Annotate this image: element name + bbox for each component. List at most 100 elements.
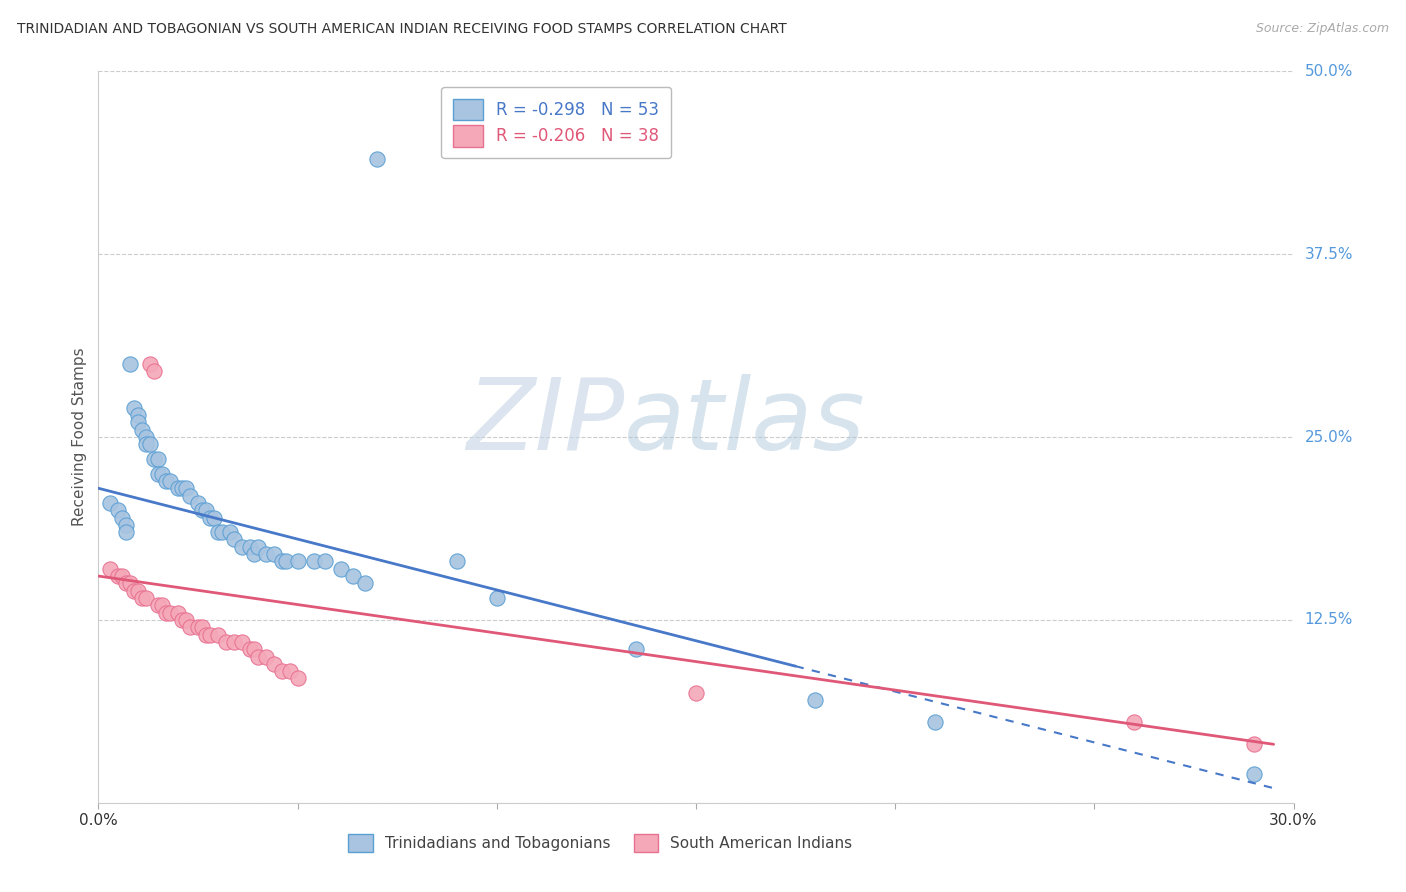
Point	[254, 547, 277, 561]
Point	[120, 576, 142, 591]
Point	[211, 525, 233, 540]
Point	[626, 642, 648, 657]
Point	[195, 627, 218, 641]
Text: atlas: atlas	[624, 374, 866, 471]
Point	[167, 481, 190, 495]
Point	[330, 562, 353, 576]
Point	[254, 649, 277, 664]
Point	[278, 664, 301, 678]
Point	[342, 569, 364, 583]
Point	[446, 554, 468, 568]
Point	[120, 357, 142, 371]
Point	[115, 576, 138, 591]
Point	[187, 620, 209, 634]
Point	[315, 554, 337, 568]
Point	[143, 452, 166, 467]
Point	[98, 496, 122, 510]
Point	[124, 401, 146, 415]
Point	[107, 503, 129, 517]
Point	[174, 613, 197, 627]
Point	[1123, 715, 1146, 730]
Y-axis label: Receiving Food Stamps: Receiving Food Stamps	[72, 348, 87, 526]
Point	[127, 416, 149, 430]
Point	[263, 657, 285, 671]
Point	[804, 693, 827, 707]
Point	[198, 510, 221, 524]
Point	[155, 474, 177, 488]
Point	[115, 525, 138, 540]
Point	[302, 554, 325, 568]
Point	[135, 591, 157, 605]
Point	[207, 525, 229, 540]
Point	[1243, 766, 1265, 780]
Point	[243, 547, 266, 561]
Point	[179, 620, 201, 634]
Text: 37.5%: 37.5%	[1305, 247, 1353, 261]
Point	[179, 489, 201, 503]
Point	[685, 686, 707, 700]
Point	[270, 664, 292, 678]
Point	[148, 467, 170, 481]
Point	[172, 613, 194, 627]
Point	[124, 583, 146, 598]
Point	[274, 554, 297, 568]
Point	[150, 467, 173, 481]
Point	[202, 510, 225, 524]
Point	[287, 672, 309, 686]
Text: TRINIDADIAN AND TOBAGONIAN VS SOUTH AMERICAN INDIAN RECEIVING FOOD STAMPS CORREL: TRINIDADIAN AND TOBAGONIAN VS SOUTH AMER…	[17, 22, 786, 37]
Text: Source: ZipAtlas.com: Source: ZipAtlas.com	[1256, 22, 1389, 36]
Point	[139, 437, 162, 451]
Point	[231, 635, 253, 649]
Point	[924, 715, 946, 730]
Point	[150, 599, 173, 613]
Point	[155, 606, 177, 620]
Point	[191, 503, 214, 517]
Point	[127, 408, 149, 422]
Point	[231, 540, 253, 554]
Point	[243, 642, 266, 657]
Point	[187, 496, 209, 510]
Point	[215, 635, 238, 649]
Point	[148, 452, 170, 467]
Point	[115, 517, 138, 532]
Point	[246, 540, 269, 554]
Point	[219, 525, 242, 540]
Point	[131, 591, 153, 605]
Point	[135, 437, 157, 451]
Point	[131, 423, 153, 437]
Point	[239, 540, 262, 554]
Point	[195, 503, 218, 517]
Point	[159, 474, 181, 488]
Point	[143, 364, 166, 378]
Point	[139, 357, 162, 371]
Point	[270, 554, 292, 568]
Point	[222, 635, 245, 649]
Point	[111, 510, 134, 524]
Point	[174, 481, 197, 495]
Point	[98, 562, 122, 576]
Point	[222, 533, 245, 547]
Point	[172, 481, 194, 495]
Point	[366, 152, 388, 166]
Point	[135, 430, 157, 444]
Text: ZIP: ZIP	[465, 374, 624, 471]
Point	[148, 599, 170, 613]
Point	[263, 547, 285, 561]
Point	[111, 569, 134, 583]
Point	[354, 576, 377, 591]
Point	[107, 569, 129, 583]
Point	[239, 642, 262, 657]
Point	[485, 591, 508, 605]
Point	[191, 620, 214, 634]
Point	[159, 606, 181, 620]
Point	[246, 649, 269, 664]
Point	[1243, 737, 1265, 751]
Text: 50.0%: 50.0%	[1305, 64, 1353, 78]
Point	[198, 627, 221, 641]
Point	[207, 627, 229, 641]
Text: 12.5%: 12.5%	[1305, 613, 1353, 627]
Text: 25.0%: 25.0%	[1305, 430, 1353, 444]
Point	[287, 554, 309, 568]
Point	[167, 606, 190, 620]
Point	[127, 583, 149, 598]
